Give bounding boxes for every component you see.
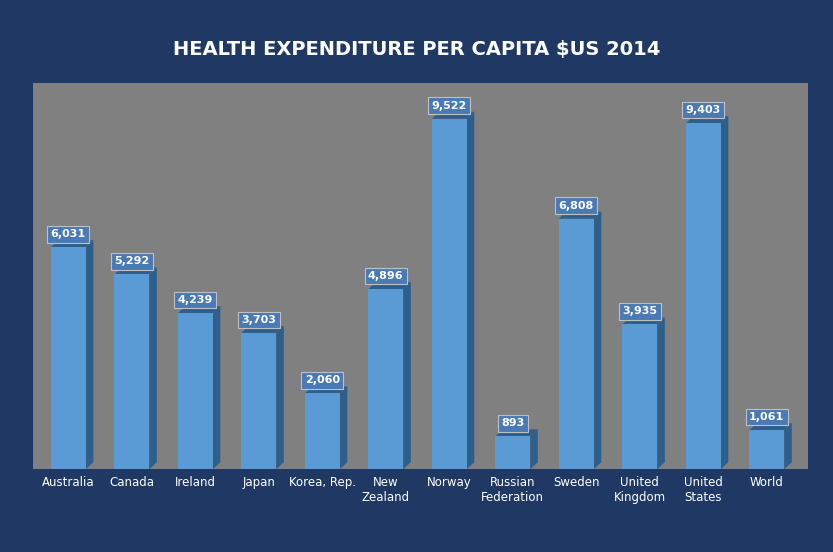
Polygon shape: [530, 429, 538, 469]
Polygon shape: [149, 268, 157, 469]
Text: 2,060: 2,060: [305, 375, 340, 385]
Text: 6,031: 6,031: [51, 229, 86, 239]
Polygon shape: [749, 423, 792, 430]
Polygon shape: [466, 112, 474, 469]
Text: 893: 893: [501, 418, 524, 428]
Bar: [51, 247, 86, 469]
Text: 6,808: 6,808: [559, 200, 594, 211]
Polygon shape: [368, 282, 411, 289]
Bar: [368, 289, 403, 469]
Polygon shape: [559, 212, 601, 219]
Polygon shape: [242, 326, 284, 333]
Bar: [749, 430, 784, 469]
Bar: [114, 274, 149, 469]
Bar: [177, 313, 212, 469]
Polygon shape: [784, 423, 792, 469]
Polygon shape: [340, 386, 347, 469]
Polygon shape: [496, 429, 538, 436]
Text: 4,239: 4,239: [177, 295, 213, 305]
Polygon shape: [622, 317, 665, 325]
Text: 1,061: 1,061: [749, 412, 785, 422]
Polygon shape: [431, 112, 474, 119]
Text: 4,896: 4,896: [368, 271, 403, 281]
Polygon shape: [403, 282, 411, 469]
Bar: [686, 123, 721, 469]
Bar: [496, 436, 530, 469]
Polygon shape: [721, 116, 728, 469]
Polygon shape: [114, 268, 157, 274]
Text: 9,403: 9,403: [686, 105, 721, 115]
Text: 5,292: 5,292: [114, 256, 149, 267]
Polygon shape: [686, 116, 728, 123]
Polygon shape: [594, 212, 601, 469]
Polygon shape: [277, 326, 284, 469]
Bar: [242, 333, 277, 469]
Polygon shape: [657, 317, 665, 469]
Bar: [559, 219, 594, 469]
Polygon shape: [51, 240, 93, 247]
Text: 3,703: 3,703: [242, 315, 277, 325]
Text: 3,935: 3,935: [622, 306, 657, 316]
Polygon shape: [177, 306, 220, 313]
Polygon shape: [86, 240, 93, 469]
Text: 9,522: 9,522: [431, 100, 466, 111]
Text: HEALTH EXPENDITURE PER CAPITA $US 2014: HEALTH EXPENDITURE PER CAPITA $US 2014: [172, 40, 661, 59]
Bar: [622, 325, 657, 469]
Bar: [431, 119, 466, 469]
Polygon shape: [212, 306, 220, 469]
Polygon shape: [305, 386, 347, 394]
Bar: [305, 394, 340, 469]
